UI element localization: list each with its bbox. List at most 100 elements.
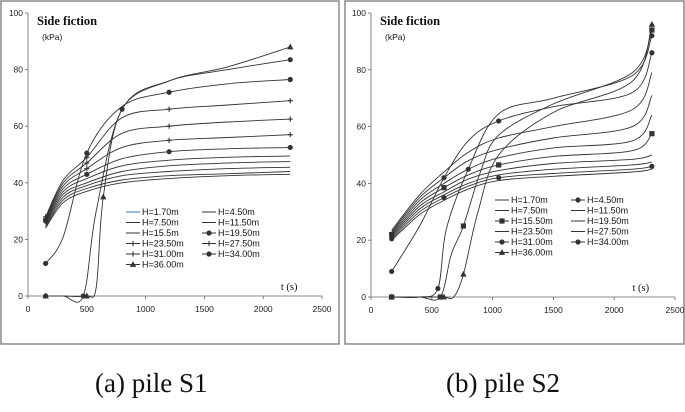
series-point: [441, 175, 447, 181]
series-h-31-00m: [389, 50, 655, 275]
series-point: [287, 76, 293, 83]
chart-frame: [344, 0, 685, 345]
series-point: [648, 20, 656, 27]
y-tick-label: 80: [357, 65, 367, 75]
legend-marker: [129, 261, 137, 267]
series-point: [84, 150, 90, 156]
series-point: [496, 162, 502, 168]
x-tick-label: 2500: [313, 304, 332, 314]
series-point: [287, 43, 294, 50]
series-line: [391, 168, 652, 241]
series-h-4-50m: [389, 163, 655, 242]
series-line: [45, 134, 291, 220]
legend-label: H=23.50m: [142, 239, 184, 249]
y-tick-label: 0: [18, 291, 23, 301]
series-point: [441, 185, 447, 191]
series-line: [391, 29, 653, 301]
legend-item: H=15.5m: [126, 228, 179, 238]
x-tick-label: 500: [80, 304, 94, 314]
series-line: [45, 171, 291, 227]
legend-label: H=36.00m: [142, 260, 184, 270]
legend-marker: [499, 239, 505, 245]
legend-item: H=19.50m: [202, 228, 260, 238]
chart-title: Side fiction: [380, 14, 440, 28]
legend-label: H=15.50m: [511, 216, 553, 226]
series-point: [287, 132, 293, 138]
series-h-31-00m: [43, 98, 293, 220]
series-line: [45, 161, 291, 225]
legend-label: H=36.00m: [511, 248, 553, 258]
chart-panel-pile-s2: 0 20 40 60 80 100 0 500 1000 1500 2000 2500 Side fic…: [344, 0, 685, 345]
legend-label: H=15.5m: [142, 228, 179, 238]
legend-item: H=11.50m: [202, 218, 259, 228]
legend-label: H=31.00m: [511, 237, 553, 247]
legend-item: H=4.50m: [571, 195, 624, 205]
series-h-34-00m: [43, 76, 293, 267]
x-axis-label: t (s): [281, 282, 298, 293]
y-tick-label: 40: [357, 178, 367, 188]
series-unlabeled-10: [43, 57, 293, 303]
series-point: [649, 50, 655, 56]
legend-label: H=34.00m: [587, 237, 629, 247]
series-h-15-5m: [45, 155, 291, 223]
series-h-7-50m: [45, 166, 291, 226]
series-point: [649, 27, 655, 33]
series-h-27-50m: [43, 116, 293, 221]
series-point: [84, 160, 90, 166]
legend-marker: [499, 218, 505, 224]
series-point: [389, 268, 395, 275]
series-unlabeled-10: [389, 27, 655, 301]
legend-item: H=19.50m: [571, 216, 629, 226]
y-unit-label: (kPa): [42, 32, 62, 42]
series-line: [45, 155, 291, 223]
series-h-11-50m: [391, 154, 653, 237]
series-point: [460, 270, 467, 277]
chart-frame: [0, 0, 340, 345]
legend-marker: [575, 197, 581, 203]
series-line: [391, 133, 653, 235]
series-h-4-50m: [45, 171, 291, 227]
legend-marker: [498, 249, 506, 255]
series-point: [42, 292, 49, 299]
x-tick-label: 0: [369, 305, 374, 315]
series-line: [391, 165, 652, 240]
series-point: [166, 137, 172, 143]
series-point: [84, 171, 90, 177]
legend-item: H=11.50m: [571, 206, 628, 216]
series-point: [166, 149, 172, 155]
legend-item: H=7.50m: [126, 218, 179, 228]
y-tick-label: 20: [14, 234, 24, 244]
legend-marker: [206, 240, 212, 247]
legend-item: H=15.50m: [495, 216, 553, 226]
series-h-11-50m: [45, 161, 291, 225]
series-line: [391, 72, 653, 231]
series-h-23-50m: [391, 95, 653, 232]
x-tick-label: 2000: [254, 304, 273, 314]
series-point: [465, 166, 471, 172]
series-point: [43, 214, 49, 220]
series-h-27-50m: [391, 72, 653, 231]
legend-label: H=7.50m: [511, 206, 548, 216]
series-point: [100, 193, 107, 200]
x-tick-label: 2000: [605, 305, 624, 315]
legend-marker: [130, 240, 136, 247]
series-line: [45, 79, 291, 264]
series-point: [496, 118, 502, 124]
legend-label: H=34.00m: [218, 249, 260, 259]
y-tick-label: 0: [361, 292, 366, 302]
series-point: [287, 57, 293, 63]
series-point: [496, 175, 502, 181]
legend-item: H=34.00m: [571, 237, 629, 247]
series-point: [441, 195, 447, 201]
legend-label: H=27.50m: [587, 227, 629, 237]
series-h-7-50m: [391, 161, 652, 238]
series-point: [440, 293, 448, 300]
series-line: [45, 59, 291, 303]
series-line: [45, 100, 291, 217]
legend-item: H=1.70m: [126, 207, 179, 217]
series-point: [287, 98, 293, 104]
series-line: [45, 118, 291, 219]
series-line: [45, 173, 291, 229]
legend-label: H=27.50m: [218, 239, 260, 249]
